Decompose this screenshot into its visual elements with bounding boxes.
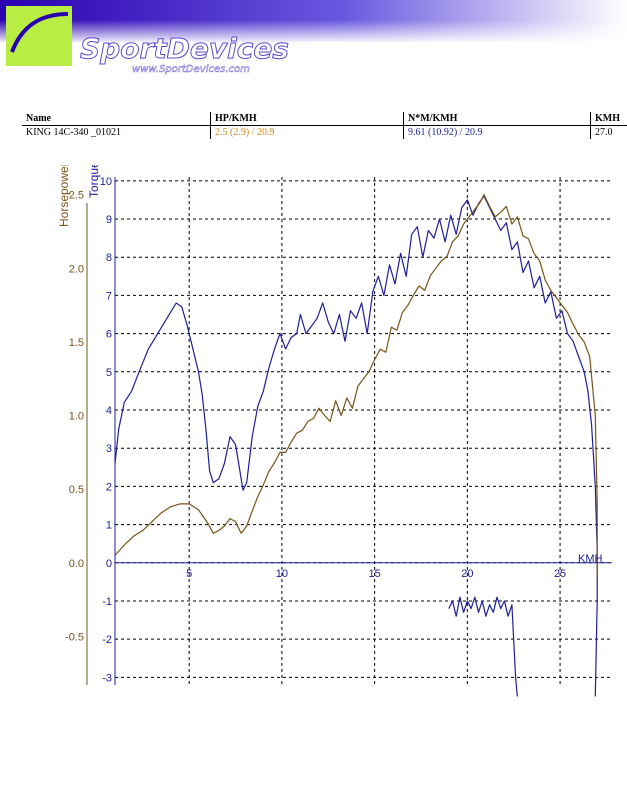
cell-torque: 9.61 (10.92) / 20.9 bbox=[403, 125, 591, 139]
chart-grid bbox=[115, 177, 612, 685]
run-info-table: Name HP/KMH N*M/KMH KMH KING 14C-340 _01… bbox=[22, 112, 627, 139]
torque-tick-label: -3 bbox=[102, 672, 112, 684]
chart-ticks: -3 -2 -1 0 1 2 3 4 5 6 7 8 9 10 5 10 15 20 25 -0.5 0.0 0.5 1.0… bbox=[65, 176, 566, 685]
x-tick-label: 25 bbox=[554, 568, 566, 580]
hp-tick-label: 1.5 bbox=[69, 337, 84, 349]
torque-tick-label: 7 bbox=[106, 290, 112, 302]
series-line-2 bbox=[448, 596, 518, 697]
torque-tick-label: 1 bbox=[106, 520, 112, 532]
torque-tick-label: 10 bbox=[100, 176, 112, 188]
table-row: KING 14C-340 _01021 2.5 (2.9) / 20.9 9.6… bbox=[22, 125, 627, 139]
hp-axis-label: Horsepower bbox=[57, 165, 71, 227]
header-torque: N*M/KMH bbox=[403, 112, 591, 126]
sportdevices-banner: SportDevices www.SportDevices.com bbox=[0, 0, 627, 75]
x-tick-label: 5 bbox=[186, 568, 192, 580]
series-line-1 bbox=[114, 194, 598, 578]
brand-url: www.SportDevices.com bbox=[132, 64, 250, 75]
torque-tick-label: 2 bbox=[106, 481, 112, 493]
sportdevices-logo bbox=[6, 6, 72, 66]
torque-tick-label: 3 bbox=[106, 443, 112, 455]
hp-tick-label: 2.0 bbox=[69, 263, 84, 275]
brand-name: SportDevices bbox=[80, 32, 289, 65]
series-line-0 bbox=[114, 195, 598, 697]
torque-tick-label: 5 bbox=[106, 367, 112, 379]
hp-tick-label: -0.5 bbox=[65, 631, 84, 643]
x-tick-label: 20 bbox=[461, 568, 473, 580]
cell-name: KING 14C-340 _01021 bbox=[26, 127, 121, 138]
hp-tick-label: 2.5 bbox=[69, 190, 84, 202]
dyno-chart: -3 -2 -1 0 1 2 3 4 5 6 7 8 9 10 5 10 15 20 25 -0.5 0.0 0.5 1.0… bbox=[57, 165, 612, 697]
header-hp: HP/KMH bbox=[210, 112, 404, 126]
hp-tick-label: 1.0 bbox=[69, 411, 84, 423]
header-name: Name bbox=[22, 112, 211, 126]
torque-tick-label: -1 bbox=[102, 596, 112, 608]
table-header-row: Name HP/KMH N*M/KMH KMH bbox=[22, 112, 627, 126]
hp-tick-label: 0.5 bbox=[69, 484, 84, 496]
chart-series bbox=[114, 194, 598, 697]
hp-tick-label: 0.0 bbox=[69, 558, 84, 570]
torque-tick-label: 0 bbox=[106, 558, 112, 570]
cell-kmh: 27.0 bbox=[590, 125, 627, 139]
x-tick-label: 15 bbox=[369, 568, 381, 580]
torque-tick-label: 6 bbox=[106, 329, 112, 341]
torque-tick-label: 4 bbox=[106, 405, 112, 417]
x-tick-label: 10 bbox=[276, 568, 288, 580]
torque-tick-label: 8 bbox=[106, 252, 112, 264]
torque-axis-label: Torque bbox=[87, 165, 101, 198]
header-kmh: KMH bbox=[590, 112, 627, 126]
torque-tick-label: -2 bbox=[102, 634, 112, 646]
cell-hp: 2.5 (2.9) / 20.9 bbox=[210, 125, 404, 139]
torque-tick-label: 9 bbox=[106, 214, 112, 226]
chart-axes bbox=[86, 177, 612, 685]
x-axis-label: KMH bbox=[578, 553, 603, 565]
